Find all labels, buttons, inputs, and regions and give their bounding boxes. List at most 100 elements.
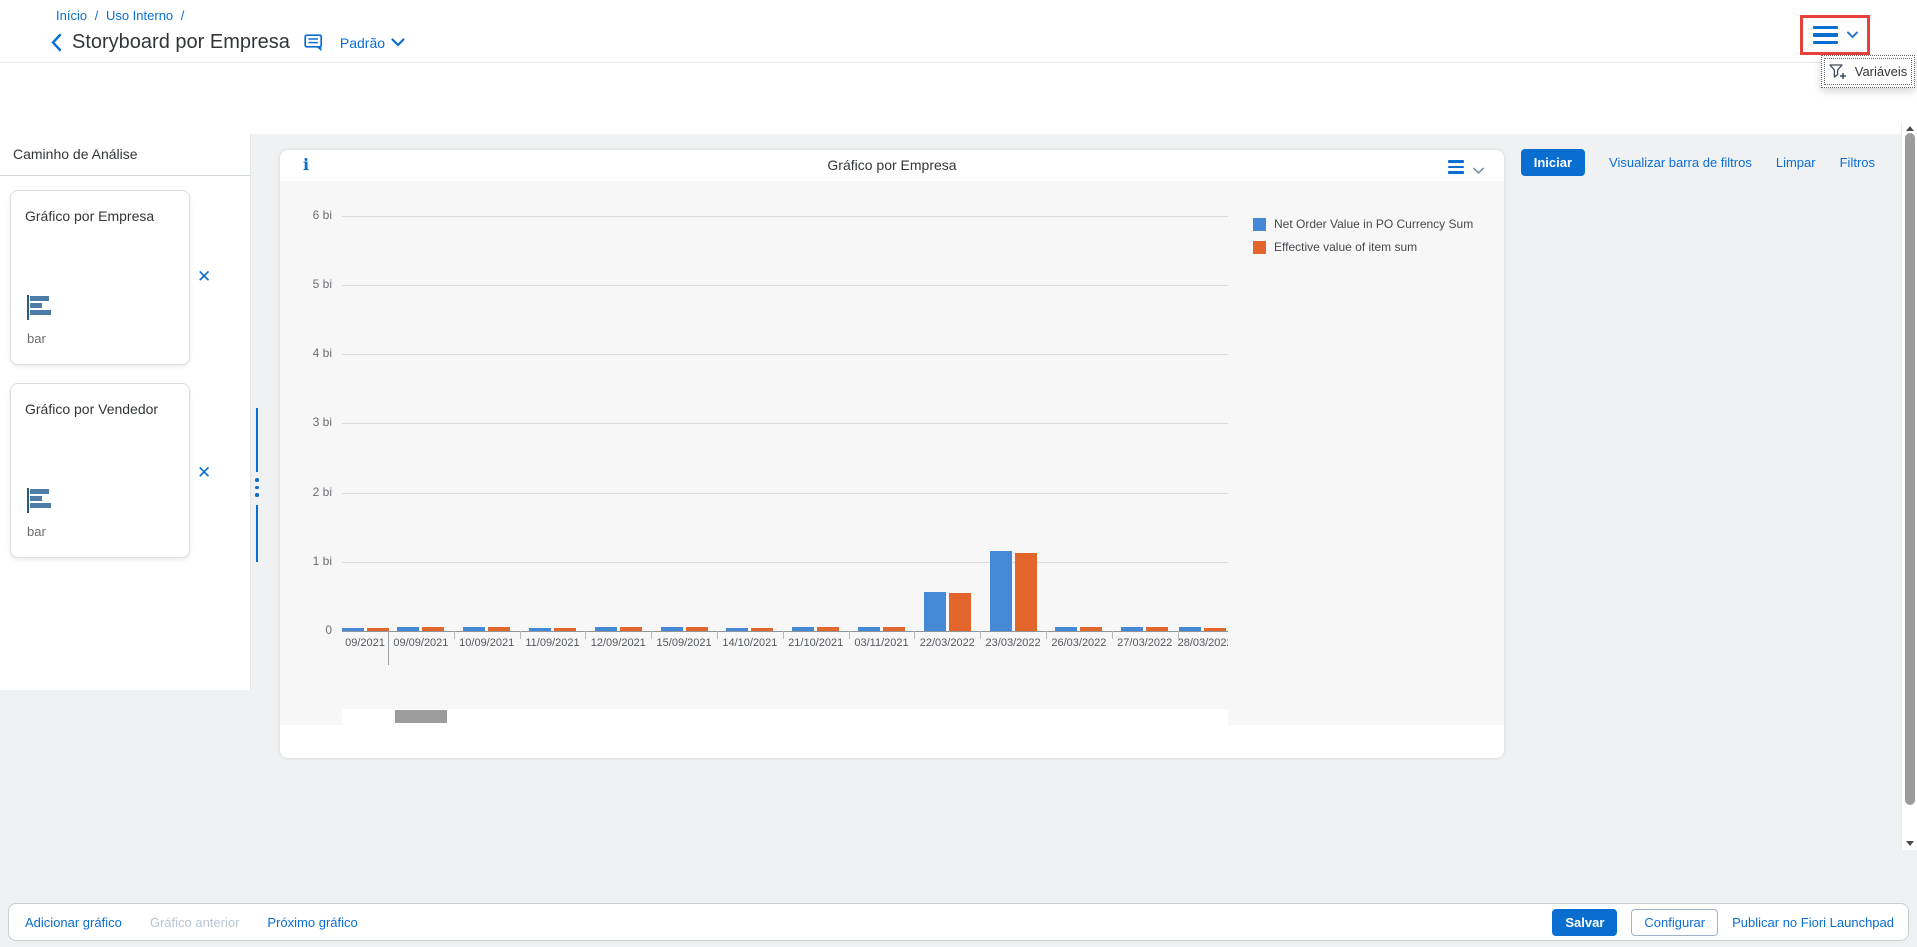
x-axis-tick: [980, 631, 982, 639]
chart-bar[interactable]: [397, 627, 420, 631]
legend-swatch: [1253, 240, 1266, 254]
chart-panel-title: Gráfico por Empresa: [827, 157, 957, 173]
chart-bar[interactable]: [726, 628, 749, 631]
chart-bar[interactable]: [858, 627, 880, 631]
chart-bar[interactable]: [1121, 627, 1144, 631]
footer-bar: Adicionar gráfico Gráfico anterior Próxi…: [8, 903, 1909, 941]
x-axis-label: 26/03/2022: [1051, 637, 1107, 649]
legend-item[interactable]: Net Order Value in PO Currency Sum: [1253, 217, 1473, 231]
breadcrumb-link-uso-interno[interactable]: Uso Interno: [105, 8, 174, 23]
analysis-path-sidebar: Caminho de Análise Gráfico por Empresa b…: [0, 134, 251, 690]
legend-item[interactable]: Effective value of item sum: [1253, 240, 1473, 254]
publish-fiori-launchpad-link[interactable]: Publicar no Fiori Launchpad: [1732, 914, 1894, 930]
chart-bar[interactable]: [948, 593, 971, 631]
chart-bar[interactable]: [792, 627, 815, 631]
scroll-down-icon[interactable]: [1906, 841, 1914, 846]
configure-button[interactable]: Configurar: [1631, 908, 1719, 936]
x-axis-label: 23/03/2022: [985, 637, 1041, 649]
hamburger-menu-icon[interactable]: [1812, 25, 1838, 45]
chart-bar[interactable]: [1204, 628, 1227, 631]
sidebar-title: Caminho de Análise: [0, 134, 250, 176]
x-axis-label: 28/03/2022: [1177, 637, 1228, 649]
x-axis-label: 12/09/2021: [590, 637, 646, 649]
chart-bar[interactable]: [1014, 553, 1037, 631]
analysis-card-grafico-por-empresa[interactable]: Gráfico por Empresa bar: [10, 190, 190, 365]
filter-toolbar: Iniciar Visualizar barra de filtros Limp…: [0, 62, 1917, 176]
legend-label: Net Order Value in PO Currency Sum: [1274, 217, 1474, 231]
x-axis-label: 09/2021: [345, 637, 385, 649]
chart-bar[interactable]: [923, 592, 946, 631]
chart-bar[interactable]: [488, 627, 511, 631]
chart-bar[interactable]: [817, 627, 840, 631]
add-chart-link[interactable]: Adicionar gráfico: [25, 914, 122, 930]
close-icon[interactable]: ✕: [197, 267, 212, 286]
y-axis-label: 1 bi: [312, 553, 332, 568]
chart-bar[interactable]: [1179, 627, 1202, 631]
chart-bar[interactable]: [529, 628, 551, 631]
x-axis-tick: [519, 631, 521, 639]
back-icon[interactable]: [50, 33, 62, 52]
chevron-down-icon[interactable]: [1473, 162, 1484, 180]
vertical-scrollbar[interactable]: [1901, 122, 1917, 850]
breadcrumb-link-inicio[interactable]: Início: [56, 8, 88, 23]
x-axis-tick: [717, 631, 718, 639]
chart-bar[interactable]: [341, 628, 364, 631]
visualizar-barra-filtros-link[interactable]: Visualizar barra de filtros: [1609, 155, 1752, 170]
gridline: [342, 285, 1228, 286]
vertical-scrollbar-thumb[interactable]: [1905, 133, 1915, 805]
next-chart-link[interactable]: Próximo gráfico: [267, 914, 358, 930]
chart-bar[interactable]: [883, 627, 905, 631]
filtros-link[interactable]: Filtros: [1839, 155, 1875, 170]
iniciar-button[interactable]: Iniciar: [1520, 149, 1586, 176]
chart-bar[interactable]: [1055, 627, 1078, 631]
horizontal-scrollbar-thumb[interactable]: [395, 710, 447, 723]
title-row: Storyboard por Empresa Padrão: [50, 31, 405, 54]
gridline: [342, 492, 1228, 494]
horizontal-scrollbar[interactable]: [342, 709, 1228, 725]
chart-bar[interactable]: [554, 628, 576, 631]
chart-bar[interactable]: [619, 627, 642, 631]
x-axis-labels: 09/2021 09/09/2021 10/09/2021 11/09/2021 12/…: [342, 631, 1228, 667]
chart-bar[interactable]: [660, 627, 683, 631]
y-axis-label: 0: [325, 623, 332, 637]
x-axis-tick: [651, 631, 653, 639]
menu-item-variaveis[interactable]: Variáveis: [1854, 64, 1908, 79]
limpar-link[interactable]: Limpar: [1775, 155, 1816, 170]
x-axis-label: 27/03/2022: [1117, 637, 1173, 649]
chart-bar[interactable]: [422, 627, 445, 631]
splitter-line: [256, 505, 258, 562]
chart-bar[interactable]: [1146, 627, 1169, 631]
card-chart-type: bar: [27, 331, 46, 346]
hamburger-menu-icon[interactable]: [1448, 160, 1464, 174]
chart-bar[interactable]: [594, 627, 617, 631]
splitter-line: [256, 408, 258, 472]
chevron-down-icon: [391, 38, 405, 47]
comment-icon[interactable]: [304, 33, 324, 52]
x-axis-label: 14/10/2021: [722, 637, 778, 649]
y-axis-label: 4 bi: [312, 346, 332, 361]
chart-bar[interactable]: [989, 551, 1012, 631]
x-axis-label: 15/09/2021: [656, 637, 712, 649]
x-axis-tick: [388, 631, 389, 665]
variables-menu-popup: Variáveis: [1821, 55, 1915, 88]
chart-bar[interactable]: [366, 628, 389, 631]
drag-handle-icon[interactable]: [255, 478, 259, 497]
chart-bar[interactable]: [1080, 627, 1103, 631]
analysis-card-grafico-por-vendedor[interactable]: Gráfico por Vendedor bar: [10, 383, 190, 558]
card-title: Gráfico por Empresa: [25, 208, 155, 224]
x-axis-tick: [585, 631, 587, 639]
gridline: [342, 354, 1228, 356]
info-icon[interactable]: i: [303, 155, 310, 174]
y-axis-label: 5 bi: [312, 277, 332, 291]
chart-bar[interactable]: [685, 627, 708, 631]
variant-selector[interactable]: Padrão: [340, 35, 405, 51]
chart-bar[interactable]: [751, 628, 774, 631]
chart-bar[interactable]: [463, 627, 486, 631]
scroll-up-icon[interactable]: [1906, 126, 1914, 131]
save-button[interactable]: Salvar: [1552, 908, 1618, 936]
chevron-down-icon: [1846, 31, 1858, 39]
legend-swatch: [1253, 217, 1266, 231]
close-icon[interactable]: ✕: [197, 463, 212, 482]
x-axis-label: 09/09/2021: [393, 637, 449, 649]
